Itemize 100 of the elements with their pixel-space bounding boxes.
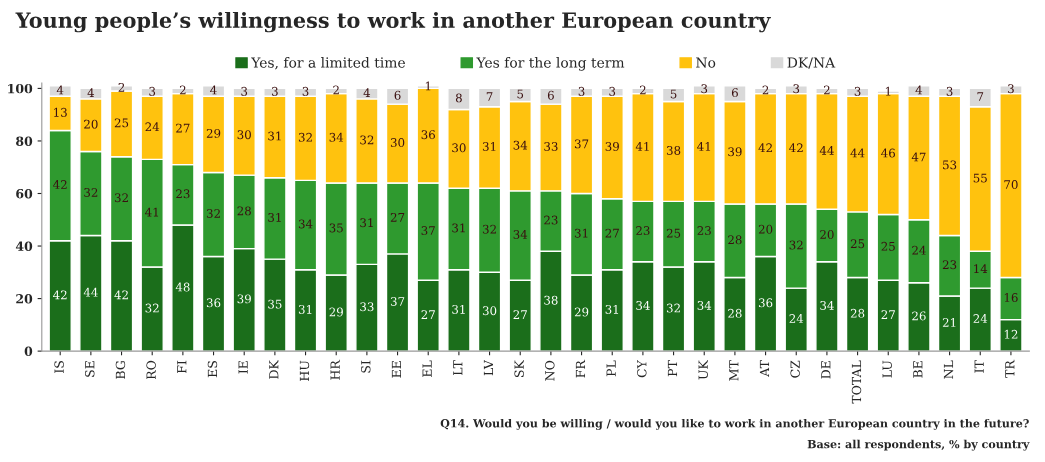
- data-label: 32: [482, 224, 496, 234]
- x-tick-label: PT: [667, 360, 678, 377]
- data-label: 34: [636, 300, 650, 310]
- data-label: 38: [666, 145, 681, 155]
- data-label: 32: [789, 240, 803, 250]
- data-label: 1: [885, 86, 891, 96]
- data-label: 20: [84, 119, 98, 129]
- data-label: 42: [758, 143, 772, 153]
- data-label: 42: [789, 143, 803, 153]
- chart-title: Young people’s willingness to work in another European country: [15, 11, 771, 33]
- data-label: 2: [823, 85, 830, 95]
- x-tick-label: SK: [514, 359, 524, 377]
- data-label: 32: [114, 193, 128, 203]
- data-label: 13: [54, 107, 67, 117]
- data-label: 5: [517, 89, 524, 99]
- data-label: 31: [452, 304, 465, 314]
- y-tick-label: 80: [16, 136, 33, 146]
- data-label: 25: [881, 241, 895, 251]
- data-label: 44: [83, 287, 98, 297]
- data-label: 28: [850, 308, 865, 318]
- data-label: 32: [145, 303, 159, 313]
- data-label: 44: [819, 145, 834, 155]
- data-label: 3: [272, 86, 278, 96]
- data-label: 34: [298, 219, 313, 229]
- data-label: 27: [513, 310, 527, 319]
- x-tick-label: NL: [943, 360, 954, 379]
- data-label: 32: [666, 303, 680, 313]
- data-label: 31: [482, 142, 496, 151]
- data-label: 23: [697, 226, 711, 236]
- data-label: 46: [881, 148, 896, 158]
- x-tick-label: DK: [269, 359, 279, 379]
- data-label: 27: [421, 310, 435, 319]
- x-tick-label: SI: [361, 360, 371, 373]
- data-label: 29: [206, 128, 221, 138]
- data-label: 4: [56, 85, 64, 95]
- data-label: 6: [547, 90, 554, 100]
- data-label: 8: [455, 93, 462, 103]
- legend-label: Yes for the long term: [476, 57, 625, 71]
- x-tick-label: FR: [575, 359, 586, 378]
- data-label: 29: [329, 307, 343, 317]
- x-tick-label: CY: [637, 360, 647, 378]
- x-tick-label: EE: [391, 361, 401, 378]
- data-label: 5: [670, 89, 677, 99]
- text: Q14. Would you be willing / would you like to work in another European country in the future?: [440, 418, 1029, 430]
- data-label: 37: [421, 226, 435, 236]
- data-label: 4: [915, 85, 923, 95]
- data-label: 37: [574, 139, 589, 149]
- data-label: 3: [302, 86, 309, 96]
- data-label: 37: [390, 297, 405, 306]
- data-label: 36: [206, 298, 221, 308]
- data-label: 23: [636, 226, 650, 236]
- data-label: 24: [973, 314, 988, 323]
- x-tick-label: IE: [238, 361, 248, 374]
- data-label: 3: [946, 86, 953, 96]
- data-label: 3: [854, 86, 861, 96]
- data-label: 35: [329, 223, 343, 233]
- data-label: 31: [298, 304, 312, 314]
- x-tick-label: AT: [759, 360, 770, 377]
- data-label: 20: [820, 230, 834, 239]
- data-label: 2: [762, 85, 769, 95]
- data-label: 3: [701, 84, 708, 94]
- data-label: 29: [574, 307, 589, 317]
- data-label: 41: [145, 207, 159, 217]
- legend-label: No: [696, 57, 716, 68]
- data-label: 7: [977, 92, 984, 101]
- data-label: 27: [881, 310, 895, 319]
- data-label: 23: [544, 215, 558, 225]
- data-label: 23: [942, 260, 957, 270]
- y-tick-label: 100: [8, 83, 33, 94]
- x-tick-label: PL: [606, 360, 616, 377]
- data-label: 47: [911, 152, 926, 162]
- y-tick-label: 0: [24, 346, 33, 357]
- data-label: 4: [363, 88, 371, 97]
- data-label: 27: [390, 212, 405, 222]
- data-label: 6: [394, 90, 401, 100]
- data-label: 48: [175, 282, 190, 292]
- data-label: 25: [666, 228, 681, 238]
- x-tick-label: BG: [115, 361, 126, 379]
- data-label: 36: [758, 298, 773, 308]
- data-label: 44: [850, 148, 865, 158]
- data-label: 30: [237, 130, 251, 140]
- x-tick-label: LV: [483, 359, 494, 376]
- data-label: 32: [206, 209, 220, 218]
- data-label: 24: [789, 314, 804, 323]
- data-label: 3: [578, 86, 585, 96]
- data-label: 41: [635, 142, 649, 151]
- x-tick-label: HU: [299, 360, 310, 381]
- data-label: 31: [268, 131, 281, 141]
- data-label: 3: [1008, 84, 1014, 94]
- data-label: 32: [298, 132, 312, 142]
- data-label: 2: [639, 85, 646, 95]
- legend-label: Yes, for a limited time: [251, 57, 405, 70]
- y-tick-label: 20: [16, 294, 33, 304]
- data-label: 14: [974, 264, 988, 273]
- x-tick-label: MT: [729, 360, 739, 381]
- data-label: 28: [728, 308, 742, 318]
- x-tick-label: HR: [330, 359, 340, 380]
- data-label: 53: [943, 160, 957, 170]
- data-label: 24: [912, 245, 926, 255]
- x-tick-label: UK: [698, 359, 708, 380]
